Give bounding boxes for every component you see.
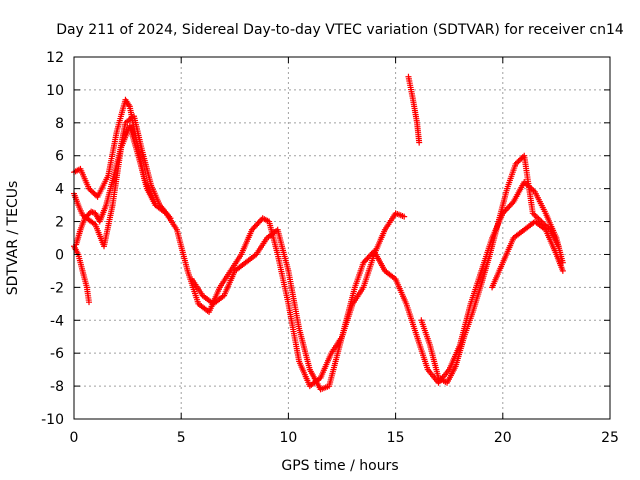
data-point bbox=[91, 191, 98, 198]
y-tick-label: 2 bbox=[55, 215, 64, 231]
data-point bbox=[416, 139, 423, 146]
y-tick-label: 10 bbox=[46, 83, 64, 99]
x-tick-label: 5 bbox=[177, 430, 186, 446]
data-point bbox=[559, 267, 566, 274]
series-track-6 bbox=[405, 73, 423, 146]
series-track-8 bbox=[489, 218, 566, 291]
y-tick-label: 12 bbox=[46, 50, 64, 66]
data-point bbox=[401, 213, 408, 220]
y-tick-label: 8 bbox=[55, 116, 64, 132]
x-axis-label: GPS time / hours bbox=[281, 458, 398, 474]
data-point bbox=[88, 188, 95, 195]
chart-title: Day 211 of 2024, Sidereal Day-to-day VTE… bbox=[56, 22, 624, 38]
series-track-4 bbox=[73, 113, 174, 248]
series-track-5 bbox=[188, 179, 566, 393]
series-track-1 bbox=[71, 96, 408, 390]
y-tick-label: -4 bbox=[50, 313, 64, 329]
series-track-7 bbox=[418, 152, 562, 386]
y-tick-label: 4 bbox=[55, 182, 64, 198]
y-tick-label: -2 bbox=[50, 280, 64, 296]
y-tick-label: 0 bbox=[55, 247, 64, 263]
data-point bbox=[90, 189, 97, 196]
data-point bbox=[515, 158, 522, 165]
y-tick-label: -6 bbox=[50, 346, 64, 362]
data-point bbox=[555, 243, 562, 250]
x-tick-label: 15 bbox=[387, 430, 405, 446]
y-tick-labels: -10 -8 -6 -4 -2 0 2 4 6 8 10 12 bbox=[41, 50, 64, 428]
x-tick-label: 20 bbox=[494, 430, 512, 446]
y-tick-label: -8 bbox=[50, 379, 64, 395]
x-tick-labels: 0 5 10 15 20 25 bbox=[70, 430, 619, 446]
plot-frame bbox=[73, 56, 611, 420]
data-point bbox=[532, 213, 539, 220]
data-point bbox=[86, 299, 93, 306]
x-tick-label: 0 bbox=[70, 430, 79, 446]
y-axis-label: SDTVAR / TECUs bbox=[5, 181, 21, 296]
data-point bbox=[167, 215, 174, 222]
grid-lines bbox=[74, 57, 610, 419]
data-points bbox=[71, 73, 566, 393]
y-tick-label: -10 bbox=[41, 412, 64, 428]
axis-ticks bbox=[73, 56, 611, 420]
x-tick-label: 10 bbox=[279, 430, 297, 446]
y-tick-label: 6 bbox=[55, 149, 64, 165]
x-tick-label: 25 bbox=[601, 430, 619, 446]
